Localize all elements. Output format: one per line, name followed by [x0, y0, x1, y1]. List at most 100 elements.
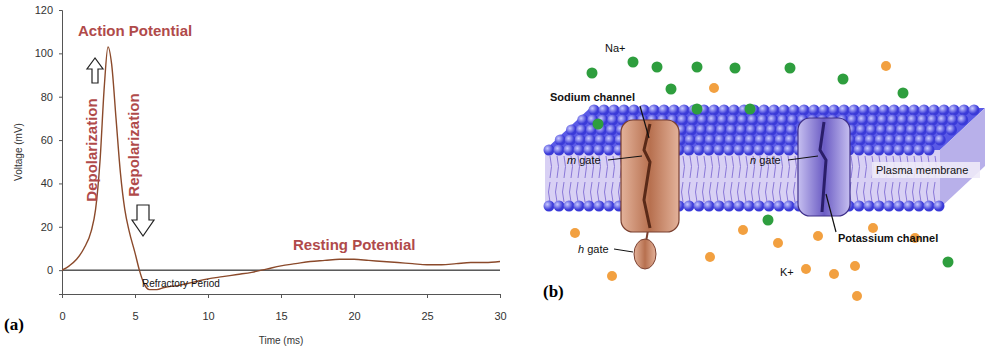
lipid-head	[764, 201, 775, 212]
lipid-head	[719, 105, 730, 116]
potassium-channel	[798, 118, 850, 216]
h-gate	[634, 239, 656, 269]
sodium-ion	[763, 215, 774, 226]
lipid-head	[564, 201, 575, 212]
lipid-tail	[731, 156, 734, 202]
lipid-head	[715, 135, 726, 146]
lipid-tail	[549, 156, 552, 202]
lipid-head	[555, 135, 566, 146]
lipid-head	[855, 135, 866, 146]
annotation: Refractory Period	[142, 278, 220, 289]
y-axis: 020406080100120	[35, 4, 63, 294]
sodium-ion	[587, 68, 598, 79]
tick: 5	[132, 294, 138, 322]
lipid-head	[925, 135, 936, 146]
lipid-head	[736, 125, 747, 136]
lipid-head	[585, 135, 596, 146]
lipid-head	[924, 201, 935, 212]
potassium-ion	[829, 269, 839, 279]
lipid-head	[895, 135, 906, 146]
lipid-tail	[696, 156, 699, 202]
sodium-channel	[621, 120, 679, 269]
lipid-head	[867, 115, 878, 126]
lipid-head	[754, 201, 765, 212]
lipid-head	[725, 135, 736, 146]
lipid-head	[905, 135, 916, 146]
lipid-head	[767, 115, 778, 126]
lipid-head	[595, 135, 606, 146]
membrane	[544, 105, 986, 212]
panel-label: (b)	[543, 282, 564, 301]
sodium-ion	[785, 63, 796, 74]
lipid-head	[889, 105, 900, 116]
potassium-ion	[850, 261, 860, 271]
lipid-head	[927, 115, 938, 126]
label-bg	[872, 162, 980, 178]
lipid-head	[784, 145, 795, 156]
tick-label: 20	[348, 310, 360, 322]
potassium-body	[798, 118, 850, 216]
tick-mark	[59, 183, 62, 184]
tick-mark	[354, 294, 355, 298]
lipid-head	[714, 201, 725, 212]
arrow-down	[132, 205, 154, 236]
sodium-ion	[652, 62, 663, 73]
potassium-ion	[738, 225, 748, 235]
lipid-head	[915, 135, 926, 146]
voltage-line	[62, 47, 500, 290]
tick-label: 100	[35, 47, 53, 59]
lipid-head	[714, 145, 725, 156]
lipid-head	[854, 201, 865, 212]
membrane-front	[545, 150, 940, 208]
lipid-head	[839, 105, 850, 116]
tick-label: 5	[132, 310, 138, 322]
lipid-head	[765, 135, 776, 146]
lipid-head	[886, 125, 897, 136]
potassium-ion	[881, 61, 891, 71]
lipid-head	[576, 125, 587, 136]
lipid-head	[745, 135, 756, 146]
lipid-tail	[738, 156, 741, 202]
potassium-ion	[813, 231, 823, 241]
lipid-head	[799, 105, 810, 116]
sodium-ion	[730, 63, 741, 74]
potassium-ion	[852, 291, 862, 301]
lipid-head	[914, 201, 925, 212]
lipid-head	[696, 125, 707, 136]
tick-mark	[135, 294, 136, 298]
lipid-head	[659, 105, 670, 116]
channel-label: Sodium channel	[550, 91, 635, 103]
lipid-tail	[787, 156, 790, 202]
lipid-head	[684, 201, 695, 212]
lipid-head	[866, 125, 877, 136]
lipid-head	[774, 201, 785, 212]
figure: 051015202530020406080100120Time (ms)Volt…	[0, 0, 986, 352]
lipid-tail	[857, 156, 860, 202]
tick: 15	[275, 294, 287, 322]
lipid-head	[684, 145, 695, 156]
x-axis: 051015202530	[59, 294, 506, 322]
lipid-head	[916, 125, 927, 136]
lipid-head	[907, 115, 918, 126]
tick-label: 80	[41, 91, 53, 103]
lipid-head	[724, 201, 735, 212]
lipid-head	[894, 201, 905, 212]
lipid-head	[769, 105, 780, 116]
lipid-head	[746, 125, 757, 136]
lipid-head	[936, 125, 947, 136]
annotation: Repolarization	[125, 93, 142, 196]
lipid-head	[865, 135, 876, 146]
lipid-head	[694, 201, 705, 212]
gate-label: n gate	[750, 154, 781, 166]
lipid-head	[959, 105, 970, 116]
sodium-ion	[898, 88, 909, 99]
lipid-head	[779, 105, 790, 116]
lipid-head	[577, 115, 588, 126]
annotation: Resting Potential	[293, 236, 416, 253]
lipid-head	[859, 105, 870, 116]
lipid-head	[957, 115, 968, 126]
lipid-head	[875, 135, 886, 146]
arrow-up	[87, 58, 103, 83]
lipid-head	[849, 105, 860, 116]
lipid-tail	[612, 156, 615, 202]
